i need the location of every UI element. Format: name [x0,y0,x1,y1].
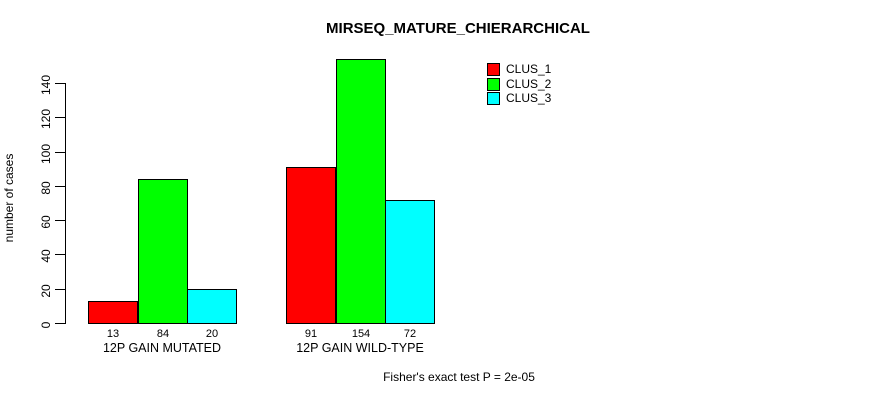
legend: CLUS_1 CLUS_2 CLUS_3 [487,63,551,107]
bar-value-label: 154 [351,328,371,340]
bar [286,167,336,324]
y-axis-title-text: number of cases [2,153,16,243]
legend-label: CLUS_2 [506,76,552,91]
bar [336,59,386,324]
legend-swatch [487,63,500,76]
chart-title: MIRSEQ_MATURE_CHIERARCHICAL [326,20,590,37]
y-tick-label-text: 60 [39,215,53,229]
legend-label: CLUS_3 [506,91,552,105]
legend-swatch [487,92,500,105]
y-tick [55,323,65,324]
bar-value-label: 84 [156,328,170,340]
y-tick-label-text: 100 [39,143,53,165]
y-tick-label-text: 40 [39,249,53,263]
bar [187,289,237,324]
y-axis-line [65,83,66,324]
y-tick-label-text: 20 [39,284,53,298]
legend-label: CLUS_1 [506,62,552,76]
bar [385,200,435,324]
bar [88,301,138,324]
bar-value-label: 72 [403,328,417,340]
annotation-text: Fisher's exact test P = 2e-05 [383,370,535,384]
y-tick [55,220,65,221]
y-tick-label-text: 80 [39,181,53,195]
y-tick [55,152,65,153]
y-tick [55,289,65,290]
legend-swatch [487,77,500,91]
bar-value-label: 13 [106,328,120,340]
legend-item: CLUS_3 [487,92,551,105]
y-tick-label-text: 140 [39,74,53,96]
category-label: 12P GAIN WILD-TYPE [296,341,424,355]
y-tick [55,186,65,187]
y-tick [55,117,65,118]
y-tick-label-text: 120 [39,108,53,130]
bar-value-label: 20 [205,328,219,340]
y-tick [55,254,65,255]
bar [138,179,188,324]
legend-item: CLUS_2 [487,76,552,91]
bar-value-label: 91 [304,328,318,340]
y-tick [55,83,65,84]
category-label: 12P GAIN MUTATED [102,341,222,355]
y-tick-label-text: 0 [39,321,53,329]
legend-item: CLUS_1 [487,63,551,76]
